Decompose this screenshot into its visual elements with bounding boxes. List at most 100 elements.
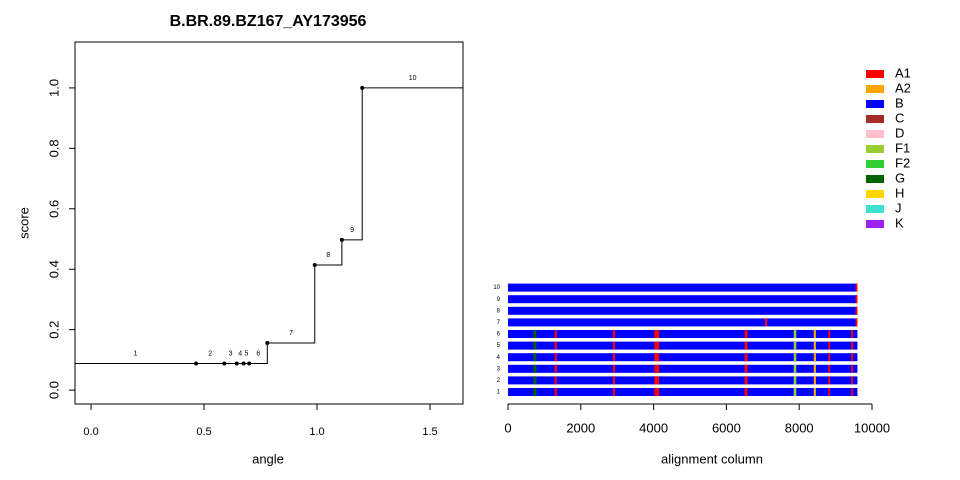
legend-label: K	[895, 215, 904, 230]
point	[339, 237, 344, 242]
segment-label: 4	[238, 350, 242, 357]
y-tick-label: 0.4	[46, 260, 61, 278]
legend-label: D	[895, 125, 904, 140]
segment	[533, 364, 537, 373]
row-label: 4	[497, 355, 501, 361]
segment	[793, 376, 797, 385]
segment	[793, 388, 797, 396]
segment	[554, 330, 557, 338]
segment	[828, 353, 831, 362]
segment	[813, 341, 816, 350]
x-tick-label: 10000	[854, 420, 890, 435]
point	[265, 340, 270, 345]
row-label: 9	[497, 297, 501, 303]
x-tick-label: 8000	[785, 420, 814, 435]
segment	[533, 353, 537, 362]
segment	[654, 388, 660, 396]
segment	[654, 330, 660, 338]
x-tick-label: 1.5	[422, 426, 437, 438]
legend-swatch	[866, 85, 884, 93]
legend-swatch	[866, 70, 884, 78]
segment	[828, 388, 831, 396]
segment-label: 9	[350, 227, 354, 234]
segment	[508, 306, 858, 315]
segment	[533, 376, 537, 385]
legend-swatch	[866, 145, 884, 153]
segment	[554, 364, 557, 373]
segment	[813, 388, 816, 396]
segment	[654, 341, 660, 350]
row-label: 7	[497, 320, 501, 326]
legend-swatch	[866, 190, 884, 198]
segment	[508, 364, 858, 373]
segment-label: 5	[244, 350, 248, 357]
segment	[508, 318, 858, 327]
row-label: 10	[493, 285, 500, 291]
segment	[813, 376, 816, 385]
segment-label: 2	[208, 350, 212, 357]
legend-swatch	[866, 220, 884, 228]
segment	[855, 306, 858, 315]
segment	[654, 364, 660, 373]
x-tick-label: 6000	[712, 420, 741, 435]
legend-label: C	[895, 110, 904, 125]
row-label: 5	[497, 343, 501, 349]
step-line	[75, 87, 463, 365]
y-tick-label: 0.6	[46, 200, 61, 218]
segment-label: 10	[409, 75, 417, 82]
segment	[855, 283, 858, 292]
legend-swatch	[866, 115, 884, 123]
segment	[612, 388, 616, 396]
point	[222, 361, 227, 366]
segment-label: 8	[326, 252, 330, 259]
segment	[533, 341, 537, 350]
y-tick-label: 0.8	[46, 139, 61, 157]
legend-label: A1	[895, 65, 911, 80]
legend-label: F1	[895, 140, 910, 155]
row-label: 2	[497, 378, 501, 384]
segment-label: 7	[289, 330, 293, 337]
x-tick-label: 0	[504, 420, 511, 435]
segment	[855, 295, 858, 304]
legend-label: H	[895, 185, 904, 200]
segment	[554, 376, 557, 385]
segment	[744, 353, 748, 362]
segment-label: 1	[134, 350, 138, 357]
segment	[851, 364, 854, 373]
segment	[851, 341, 854, 350]
segment	[828, 330, 831, 338]
chart-title: B.BR.89.BZ167_AY173956	[170, 13, 367, 30]
point	[247, 361, 252, 366]
legend-label: J	[895, 200, 902, 215]
segment	[554, 353, 557, 362]
segment	[851, 376, 854, 385]
x-axis-label: angle	[252, 451, 284, 466]
segment	[612, 376, 616, 385]
segment	[654, 376, 660, 385]
segment	[793, 341, 797, 350]
segment	[508, 295, 858, 304]
segment	[508, 388, 858, 396]
segment	[744, 364, 748, 373]
segment	[612, 364, 616, 373]
segment-label: 6	[256, 350, 260, 357]
segment	[533, 330, 537, 338]
segment	[612, 353, 616, 362]
legend-swatch	[866, 205, 884, 213]
x-tick-label: 0.5	[196, 426, 211, 438]
segment	[793, 353, 797, 362]
row-label: 6	[497, 332, 501, 338]
row-label: 1	[497, 390, 501, 396]
x-tick-label: 0.0	[83, 426, 98, 438]
x-tick-label: 4000	[639, 420, 668, 435]
segment-label: 3	[229, 350, 233, 357]
point	[312, 263, 317, 268]
plot-frame	[74, 41, 464, 405]
segment	[744, 388, 748, 396]
segment	[813, 353, 816, 362]
legend-swatch	[866, 130, 884, 138]
segment	[612, 341, 616, 350]
segment	[508, 376, 858, 385]
segment	[654, 353, 660, 362]
